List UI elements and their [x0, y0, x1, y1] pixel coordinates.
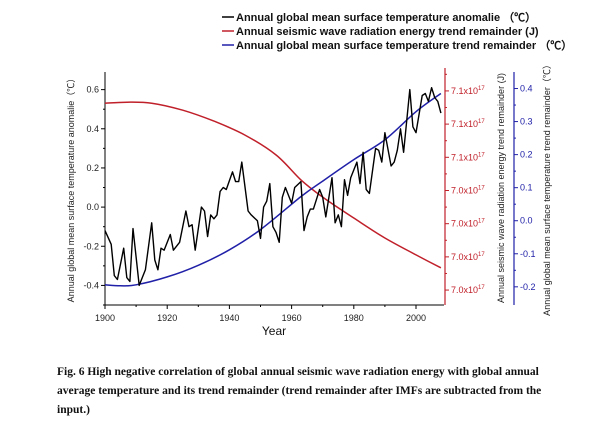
red-axis-tick-exponent: 17 — [478, 285, 485, 291]
left-y-axis: -0.4 -0.2 0.0 0.2 0.4 0.6 — [83, 72, 106, 306]
red-axis-tick-exponent: 17 — [478, 152, 485, 158]
x-axis-tick-label: 1900 — [95, 313, 115, 323]
red-axis-tick-label: 7.1x1017 — [451, 86, 485, 96]
red-axis-tick-label: 7.0x1017 — [451, 219, 485, 229]
red-axis-tick-exponent: 17 — [478, 119, 485, 125]
red-axis-tick-label: 7.1x1017 — [451, 119, 485, 129]
legend-item-temperature-anomalie: Annual global mean surface temperature a… — [222, 11, 536, 24]
figure-caption: Fig. 6 High negative correlation of glob… — [57, 366, 542, 416]
series-temperature-trend — [104, 92, 442, 287]
left-axis-tick-label: 0.4 — [86, 124, 99, 134]
plot-series — [104, 87, 442, 287]
red-axis-tick-exponent: 17 — [478, 185, 485, 191]
right-y-axis-seismic-energy: 7.0x1017 7.0x1017 7.0x1017 7.0x1017 7.1x1017… — [444, 68, 485, 305]
legend-label: Annual global mean surface temperature t… — [236, 39, 572, 52]
red-axis-tick-label: 7.1x1017 — [451, 152, 485, 162]
x-axis-tick-label: 1960 — [282, 313, 302, 323]
blue-axis-tick-label: -0.1 — [520, 249, 536, 259]
red-axis-tick-label: 7.0x1017 — [451, 252, 485, 262]
left-axis-tick-label: 0.6 — [86, 85, 99, 95]
x-axis-tick-label: 2000 — [406, 313, 426, 323]
blue-y-axis-label: Annual global mean surface temperature t… — [542, 60, 552, 316]
red-y-axis-label: Annual seismic wave radiation energy tre… — [496, 73, 506, 303]
blue-axis-tick-label: 0.3 — [520, 117, 533, 127]
x-axis-tick-label: 1980 — [344, 313, 364, 323]
legend-item-seismic-energy-trend: Annual seismic wave radiation energy tre… — [222, 26, 539, 38]
series-seismic-energy-trend — [104, 101, 442, 269]
series-temperature-anomalie — [104, 87, 442, 287]
left-axis-tick-label: 0.2 — [86, 163, 99, 173]
red-axis-tick-label: 7.0x1017 — [451, 285, 485, 295]
x-axis-label: Year — [262, 324, 286, 338]
blue-axis-tick-label: 0.0 — [520, 216, 533, 226]
left-y-axis-label: Annual global mean surface temperature a… — [66, 74, 76, 303]
red-axis-tick-label: 7.0x1017 — [451, 185, 485, 195]
blue-axis-tick-label: 0.4 — [520, 84, 533, 94]
right-y-axis-temperature-trend: -0.2 -0.1 0.0 0.1 0.2 0.3 0.4 — [513, 72, 536, 305]
legend-label: Annual global mean surface temperature a… — [236, 11, 536, 24]
blue-axis-tick-label: -0.2 — [520, 282, 536, 292]
legend: Annual global mean surface temperature a… — [222, 11, 572, 52]
x-axis-tick-label: 1940 — [219, 313, 239, 323]
x-axis: 1900 1920 1940 1960 1980 2000 — [95, 304, 444, 323]
legend-label: Annual seismic wave radiation energy tre… — [236, 26, 539, 38]
red-axis-tick-exponent: 17 — [478, 86, 485, 92]
x-axis-tick-label: 1920 — [157, 313, 177, 323]
left-axis-tick-label: 0.0 — [86, 202, 99, 212]
blue-axis-tick-label: 0.1 — [520, 183, 533, 193]
red-axis-tick-exponent: 17 — [478, 252, 485, 258]
legend-item-temperature-trend: Annual global mean surface temperature t… — [222, 39, 572, 52]
left-axis-tick-label: -0.2 — [83, 241, 99, 251]
chart: Annual global mean surface temperature a… — [66, 11, 572, 338]
left-axis-tick-label: -0.4 — [83, 280, 99, 290]
red-axis-tick-exponent: 17 — [478, 219, 485, 225]
blue-axis-tick-label: 0.2 — [520, 150, 533, 160]
